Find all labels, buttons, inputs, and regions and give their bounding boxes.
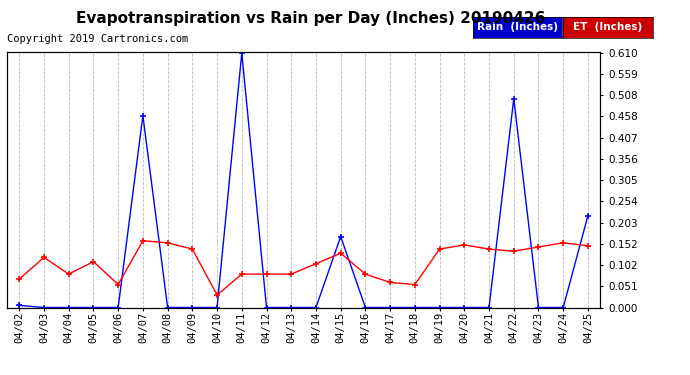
Text: Evapotranspiration vs Rain per Day (Inches) 20190426: Evapotranspiration vs Rain per Day (Inch…	[76, 11, 545, 26]
Text: Copyright 2019 Cartronics.com: Copyright 2019 Cartronics.com	[7, 34, 188, 44]
Text: ET  (Inches): ET (Inches)	[573, 22, 642, 32]
Text: Rain  (Inches): Rain (Inches)	[477, 22, 558, 32]
